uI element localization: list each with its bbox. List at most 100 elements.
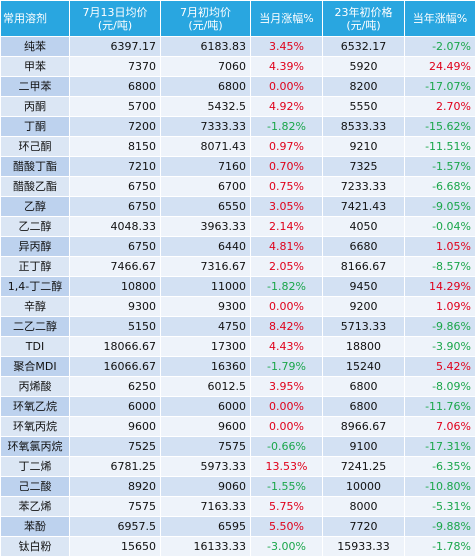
solvent-name: 醋酸丁酯 bbox=[1, 157, 70, 177]
solvent-name: TDI bbox=[1, 337, 70, 357]
price-year-start-cell: 6680 bbox=[323, 237, 405, 257]
month-change-cell: 8.42% bbox=[251, 317, 323, 337]
price-month-start-cell: 5432.5 bbox=[161, 97, 251, 117]
price-now-cell: 6800 bbox=[70, 77, 161, 97]
month-change-cell: -1.82% bbox=[251, 117, 323, 137]
price-year-start-cell: 8966.67 bbox=[323, 417, 405, 437]
solvent-name: 乙二醇 bbox=[1, 217, 70, 237]
price-year-start-cell: 9450 bbox=[323, 277, 405, 297]
solvent-name: 纯苯 bbox=[1, 37, 70, 57]
price-now-cell: 6750 bbox=[70, 177, 161, 197]
price-year-start-cell: 6532.17 bbox=[323, 37, 405, 57]
price-now-cell: 8920 bbox=[70, 477, 161, 497]
year-change-cell: -9.86% bbox=[405, 317, 475, 337]
year-change-cell: 1.09% bbox=[405, 297, 475, 317]
price-now-cell: 7525 bbox=[70, 437, 161, 457]
year-change-cell: -1.78% bbox=[405, 537, 475, 557]
header-price-month-start: 7月初均价(元/吨) bbox=[161, 1, 251, 37]
year-change-cell: -11.76% bbox=[405, 397, 475, 417]
solvent-name: 甲苯 bbox=[1, 57, 70, 77]
solvent-name: 环氧乙烷 bbox=[1, 397, 70, 417]
month-change-cell: 0.00% bbox=[251, 77, 323, 97]
price-year-start-cell: 18800 bbox=[323, 337, 405, 357]
price-month-start-cell: 6550 bbox=[161, 197, 251, 217]
header-solvent: 常用溶剂 bbox=[1, 1, 70, 37]
price-year-start-cell: 5550 bbox=[323, 97, 405, 117]
price-now-cell: 6781.25 bbox=[70, 457, 161, 477]
solvent-name: 环氧丙烷 bbox=[1, 417, 70, 437]
price-month-start-cell: 16360 bbox=[161, 357, 251, 377]
month-change-cell: 4.92% bbox=[251, 97, 323, 117]
price-now-cell: 8150 bbox=[70, 137, 161, 157]
solvent-name: 乙醇 bbox=[1, 197, 70, 217]
month-change-cell: -1.79% bbox=[251, 357, 323, 377]
price-now-cell: 6750 bbox=[70, 237, 161, 257]
year-change-cell: -11.51% bbox=[405, 137, 475, 157]
price-year-start-cell: 7325 bbox=[323, 157, 405, 177]
price-year-start-cell: 9100 bbox=[323, 437, 405, 457]
month-change-cell: 2.14% bbox=[251, 217, 323, 237]
price-month-start-cell: 9060 bbox=[161, 477, 251, 497]
price-month-start-cell: 3963.33 bbox=[161, 217, 251, 237]
price-month-start-cell: 6000 bbox=[161, 397, 251, 417]
month-change-cell: 2.05% bbox=[251, 257, 323, 277]
price-month-start-cell: 7575 bbox=[161, 437, 251, 457]
year-change-cell: -3.90% bbox=[405, 337, 475, 357]
year-change-cell: 5.42% bbox=[405, 357, 475, 377]
price-month-start-cell: 7333.33 bbox=[161, 117, 251, 137]
month-change-cell: -3.00% bbox=[251, 537, 323, 557]
price-month-start-cell: 9300 bbox=[161, 297, 251, 317]
month-change-cell: 0.00% bbox=[251, 297, 323, 317]
solvent-name: 丁酮 bbox=[1, 117, 70, 137]
price-month-start-cell: 6440 bbox=[161, 237, 251, 257]
price-now-cell: 9300 bbox=[70, 297, 161, 317]
price-year-start-cell: 10000 bbox=[323, 477, 405, 497]
month-change-cell: -0.66% bbox=[251, 437, 323, 457]
price-now-cell: 5150 bbox=[70, 317, 161, 337]
price-month-start-cell: 6595 bbox=[161, 517, 251, 537]
solvent-name: 1,4-丁二醇 bbox=[1, 277, 70, 297]
price-now-cell: 7370 bbox=[70, 57, 161, 77]
price-now-cell: 6000 bbox=[70, 397, 161, 417]
header-year-change: 当年涨幅% bbox=[405, 1, 475, 37]
month-change-cell: 0.00% bbox=[251, 417, 323, 437]
solvent-name: 二甲苯 bbox=[1, 77, 70, 97]
price-year-start-cell: 8166.67 bbox=[323, 257, 405, 277]
price-year-start-cell: 6800 bbox=[323, 377, 405, 397]
price-now-cell: 16066.67 bbox=[70, 357, 161, 377]
price-year-start-cell: 4050 bbox=[323, 217, 405, 237]
price-year-start-cell: 5713.33 bbox=[323, 317, 405, 337]
month-change-cell: 3.95% bbox=[251, 377, 323, 397]
price-month-start-cell: 8071.43 bbox=[161, 137, 251, 157]
price-now-cell: 18066.67 bbox=[70, 337, 161, 357]
year-change-cell: -0.04% bbox=[405, 217, 475, 237]
price-month-start-cell: 7316.67 bbox=[161, 257, 251, 277]
solvent-name: 苯酚 bbox=[1, 517, 70, 537]
year-change-cell: 1.05% bbox=[405, 237, 475, 257]
solvent-name: 环氧氯丙烷 bbox=[1, 437, 70, 457]
price-now-cell: 7210 bbox=[70, 157, 161, 177]
price-now-cell: 6957.5 bbox=[70, 517, 161, 537]
price-now-cell: 4048.33 bbox=[70, 217, 161, 237]
year-change-cell: -6.35% bbox=[405, 457, 475, 477]
solvent-name: 醋酸乙酯 bbox=[1, 177, 70, 197]
header-month-change: 当月涨幅% bbox=[251, 1, 323, 37]
